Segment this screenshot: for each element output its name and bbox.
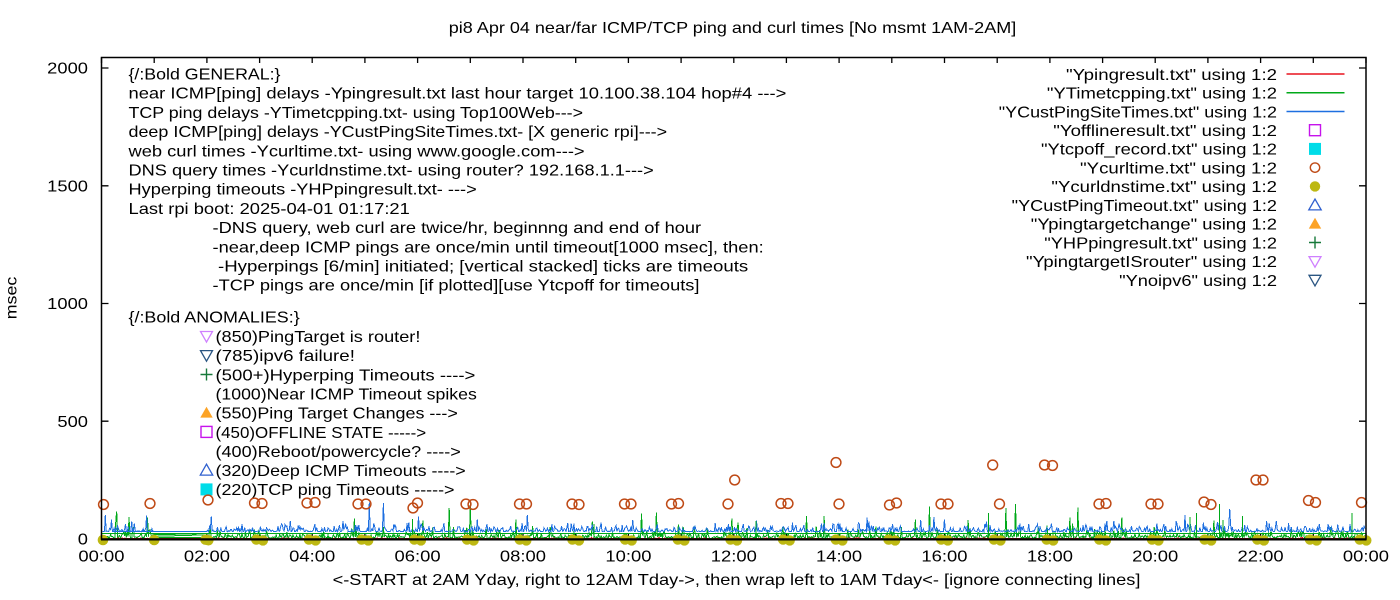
svg-text:"Ynoipv6" using 1:2: "Ynoipv6" using 1:2 xyxy=(1119,273,1277,290)
svg-text:{/:Bold ANOMALIES:}: {/:Bold ANOMALIES:} xyxy=(129,310,301,327)
svg-text:"Ycurldnstime.txt" using 1:2: "Ycurldnstime.txt" using 1:2 xyxy=(1051,179,1277,196)
svg-text:04:00: 04:00 xyxy=(289,549,335,566)
svg-text:(450)OFFLINE STATE ----->: (450)OFFLINE STATE -----> xyxy=(216,425,427,442)
svg-text:DNS query times -Ycurldnstime.: DNS query times -Ycurldnstime.txt- using… xyxy=(129,163,654,180)
svg-text:1500: 1500 xyxy=(47,178,88,195)
svg-text:"Ypingtargetchange" using 1:2: "Ypingtargetchange" using 1:2 xyxy=(1031,217,1277,234)
svg-text:"YTimetcpping.txt" using 1:2: "YTimetcpping.txt" using 1:2 xyxy=(1047,86,1277,103)
svg-text:12:00: 12:00 xyxy=(711,549,757,566)
svg-text:(500+)Hyperping Timeouts ---->: (500+)Hyperping Timeouts ----> xyxy=(216,367,476,384)
svg-text:(1000)Near ICMP Timeout spikes: (1000)Near ICMP Timeout spikes xyxy=(216,386,477,403)
svg-text:web curl times -Ycurltime.txt-: web curl times -Ycurltime.txt- using www… xyxy=(127,143,584,160)
svg-text:near ICMP[ping] delays -Ypingr: near ICMP[ping] delays -Ypingresult.txt … xyxy=(129,86,787,103)
svg-text:"YCustPingTimeout.txt" using 1: "YCustPingTimeout.txt" using 1:2 xyxy=(1012,198,1277,215)
svg-text:deep ICMP[ping] delays -YCustP: deep ICMP[ping] delays -YCustPingSiteTim… xyxy=(129,124,668,141)
svg-text:(850)PingTarget is router!: (850)PingTarget is router! xyxy=(216,329,421,346)
svg-text:1000: 1000 xyxy=(47,296,88,313)
svg-text:"Ypingresult.txt" using 1:2: "Ypingresult.txt" using 1:2 xyxy=(1066,67,1277,84)
svg-text:22:00: 22:00 xyxy=(1238,549,1284,566)
svg-text:-near,deep ICMP pings are once: -near,deep ICMP pings are once/min until… xyxy=(213,239,764,256)
svg-text:(785)ipv6 failure!: (785)ipv6 failure! xyxy=(216,348,355,365)
svg-text:-TCP pings are once/min [if pl: -TCP pings are once/min [if plotted][use… xyxy=(213,278,700,295)
svg-text:<-START at 2AM Yday, right to: <-START at 2AM Yday, right to 12AM Tday-… xyxy=(333,572,1141,589)
svg-text:"Ytcpoff_record.txt" using 1:2: "Ytcpoff_record.txt" using 1:2 xyxy=(1041,142,1277,159)
svg-text:00:00: 00:00 xyxy=(78,549,124,566)
svg-text:{/:Bold GENERAL:}: {/:Bold GENERAL:} xyxy=(129,67,282,84)
svg-text:Last rpi boot: 2025-04-01 01:1: Last rpi boot: 2025-04-01 01:17:21 xyxy=(129,201,410,218)
svg-text:(220)TCP ping Timeouts ----->: (220)TCP ping Timeouts -----> xyxy=(216,482,455,499)
svg-text:"YpingtargetISrouter" using 1:: "YpingtargetISrouter" using 1:2 xyxy=(1026,254,1277,271)
svg-text:"YHPpingresult.txt" using 1:2: "YHPpingresult.txt" using 1:2 xyxy=(1044,235,1277,252)
svg-text:18:00: 18:00 xyxy=(1027,549,1073,566)
svg-text:10:00: 10:00 xyxy=(605,549,651,566)
svg-text:msec: msec xyxy=(4,277,21,320)
svg-text:-DNS query, web curl are twice: -DNS query, web curl are twice/hr, begin… xyxy=(213,220,702,237)
svg-text:08:00: 08:00 xyxy=(500,549,546,566)
svg-text:00:00: 00:00 xyxy=(1343,549,1389,566)
svg-text:16:00: 16:00 xyxy=(921,549,967,566)
svg-text:-Hyperpings [6/min] initiated;: -Hyperpings [6/min] initiated; [vertical… xyxy=(218,259,748,276)
svg-text:"Yofflineresult.txt" using 1:2: "Yofflineresult.txt" using 1:2 xyxy=(1053,123,1277,140)
svg-text:TCP ping delays -YTimetcpping.: TCP ping delays -YTimetcpping.txt- using… xyxy=(129,105,584,122)
svg-text:pi8 Apr 04 near/far ICMP/TCP: pi8 Apr 04 near/far ICMP/TCP ping and cu… xyxy=(449,20,1017,37)
svg-text:06:00: 06:00 xyxy=(395,549,441,566)
svg-text:(550)Ping Target Changes --->: (550)Ping Target Changes ---> xyxy=(216,406,458,423)
svg-text:14:00: 14:00 xyxy=(816,549,862,566)
svg-text:(400)Reboot/powercycle? ---->: (400)Reboot/powercycle? ----> xyxy=(216,444,461,461)
svg-text:0: 0 xyxy=(78,532,88,549)
svg-text:02:00: 02:00 xyxy=(184,549,230,566)
svg-text:(320)Deep ICMP Timeouts ---->: (320)Deep ICMP Timeouts ----> xyxy=(216,463,466,480)
svg-text:"Ycurltime.txt" using 1:2: "Ycurltime.txt" using 1:2 xyxy=(1080,160,1277,177)
svg-text:2000: 2000 xyxy=(47,61,88,78)
svg-text:"YCustPingSiteTimes.txt" using: "YCustPingSiteTimes.txt" using 1:2 xyxy=(999,104,1277,121)
svg-text:Hyperping timeouts -YHPpingres: Hyperping timeouts -YHPpingresult.txt- -… xyxy=(129,182,477,199)
svg-text:20:00: 20:00 xyxy=(1132,549,1178,566)
svg-text:500: 500 xyxy=(57,414,88,431)
